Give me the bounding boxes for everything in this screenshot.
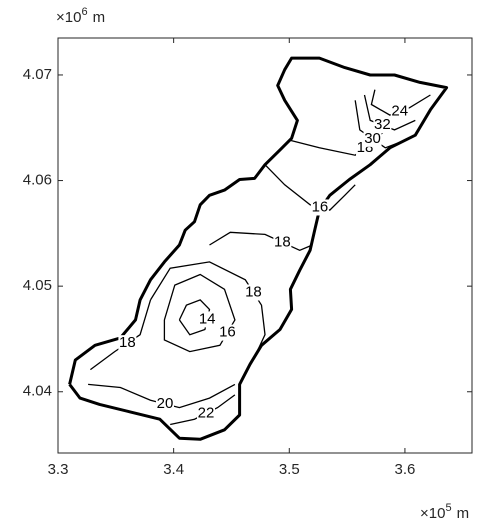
contour-label: 30 bbox=[364, 130, 381, 147]
y-exponent-power: 6 bbox=[81, 6, 87, 18]
contour-label: 24 bbox=[391, 102, 408, 119]
contour-label: 18 bbox=[119, 334, 136, 351]
contour-label-bg bbox=[197, 405, 216, 422]
y-tick-label: 4.04 bbox=[23, 383, 52, 400]
contour-line bbox=[163, 273, 236, 353]
contour-label: 16 bbox=[312, 198, 329, 215]
contour-label-bg bbox=[244, 284, 263, 301]
contour-label-bg bbox=[218, 324, 237, 341]
contour-label: 32 bbox=[374, 116, 391, 133]
contour-label: 14 bbox=[199, 310, 216, 327]
y-tick-label: 4.06 bbox=[23, 172, 52, 189]
contour-label: 18 bbox=[245, 283, 262, 300]
contour-label-bg bbox=[390, 103, 409, 120]
contour-line bbox=[149, 261, 266, 350]
boundary bbox=[68, 56, 449, 441]
x-tick-label: 3.3 bbox=[48, 461, 69, 478]
plot-area bbox=[57, 37, 473, 454]
plot-layer: 3.3 3.4 3.5 3.64.044.054.064.07141618181618… bbox=[23, 38, 472, 478]
y-tick-label: 4.05 bbox=[23, 277, 52, 294]
contour-line bbox=[209, 231, 313, 252]
contour-label: 22 bbox=[198, 404, 215, 421]
y-exponent-unit: m bbox=[93, 9, 106, 26]
contour-label-bg bbox=[363, 130, 382, 147]
contour-label: 16 bbox=[219, 324, 236, 341]
contour-label-bg bbox=[373, 117, 392, 134]
x-tick-label: 3.6 bbox=[394, 461, 415, 478]
y-tick-label: 4.07 bbox=[23, 66, 52, 83]
contour-label: 20 bbox=[157, 395, 174, 412]
contour-line bbox=[370, 89, 431, 116]
y-exponent: ×106 m bbox=[56, 6, 105, 26]
contour-label-bg bbox=[118, 335, 137, 352]
contour-label-bg bbox=[198, 311, 217, 328]
contour-label: 18 bbox=[274, 233, 291, 250]
x-exponent-unit: m bbox=[457, 505, 470, 522]
x-tick-label: 3.4 bbox=[163, 461, 184, 478]
contour-label-bg bbox=[155, 395, 174, 412]
y-exponent-base: ×10 bbox=[56, 9, 81, 26]
x-exponent-base: ×10 bbox=[420, 505, 445, 522]
contour-line bbox=[178, 299, 211, 336]
x-exponent-power: 5 bbox=[445, 502, 451, 514]
contour-label-bg bbox=[273, 234, 292, 251]
x-exponent: ×105 m bbox=[420, 502, 469, 522]
contour-label-bg bbox=[310, 199, 329, 216]
x-tick-label: 3.5 bbox=[279, 461, 300, 478]
